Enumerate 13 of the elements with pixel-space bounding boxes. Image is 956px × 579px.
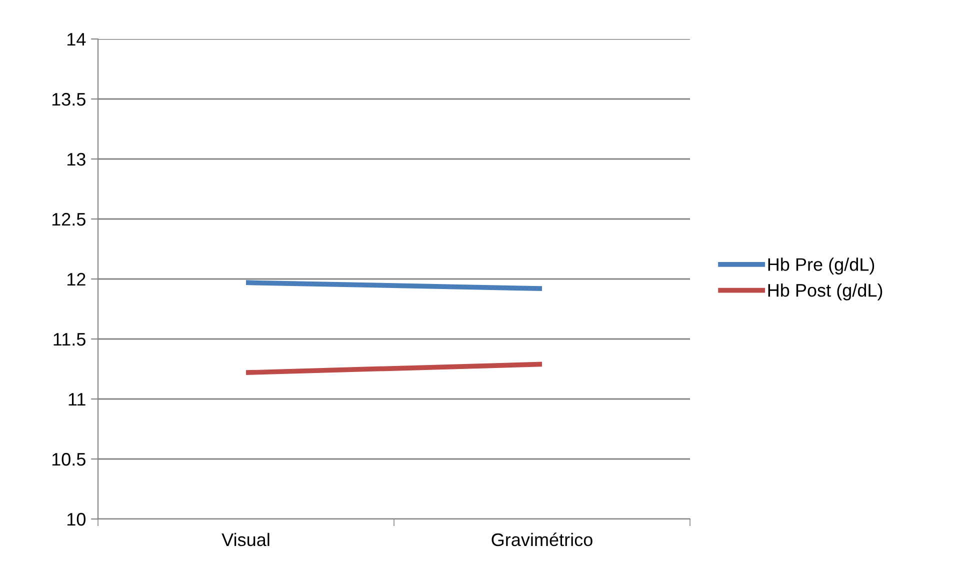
y-tick-label: 10.5 xyxy=(52,452,86,466)
y-tick-label: 13.5 xyxy=(52,92,86,106)
y-tick-label: 13 xyxy=(67,152,86,166)
y-tick-label: 11.5 xyxy=(54,333,86,346)
legend-label: Hb Post (g/dL) xyxy=(768,284,882,300)
legend-label: Hb Pre (g/dL) xyxy=(768,258,874,274)
y-tick-label: 10 xyxy=(67,512,86,526)
y-tick-label: 12 xyxy=(67,272,86,286)
y-tick-label: 11 xyxy=(68,393,86,406)
y-tick-label: 12.5 xyxy=(52,212,86,226)
x-tick-label: Visual xyxy=(222,532,270,546)
x-tick-label: Gravimétrico xyxy=(492,532,592,546)
y-tick-label: 14 xyxy=(67,33,86,46)
